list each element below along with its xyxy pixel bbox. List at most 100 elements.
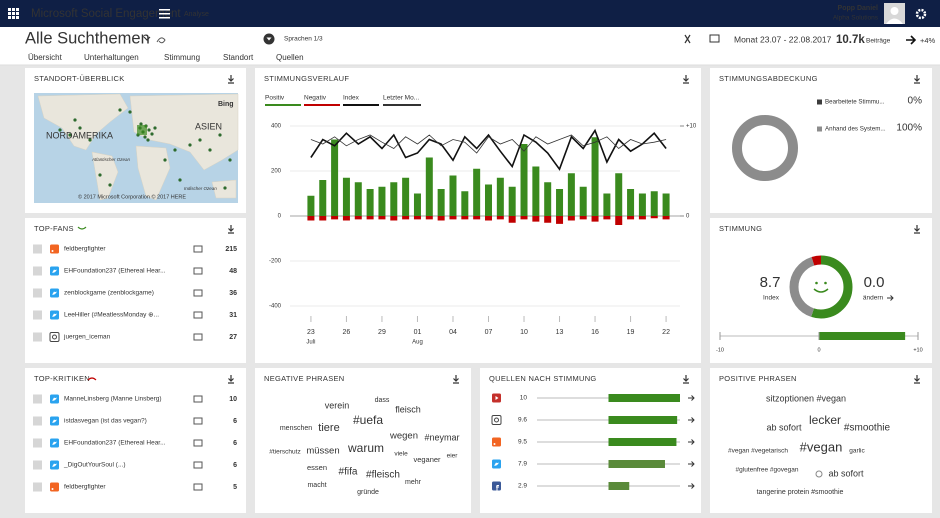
- phrase[interactable]: garlic: [849, 448, 865, 455]
- export-icon[interactable]: [709, 34, 720, 43]
- instagram-lens: [52, 334, 57, 340]
- author-post-count: 27: [229, 334, 237, 341]
- legend-label[interactable]: Index: [343, 95, 360, 102]
- period[interactable]: Monat 23.07 - 22.08.2017: [734, 34, 832, 44]
- topic-edit-icon[interactable]: [156, 37, 166, 44]
- profile-card-icon[interactable]: [193, 333, 203, 341]
- phrase[interactable]: fleisch: [395, 404, 421, 414]
- phrase[interactable]: gründe: [357, 489, 379, 496]
- author-name[interactable]: ManneLinsberg (Manne Linsberg): [64, 396, 162, 403]
- download-icon[interactable]: [914, 225, 920, 234]
- topic-chevron[interactable]: [143, 36, 151, 41]
- download-icon[interactable]: [228, 225, 234, 234]
- phrase[interactable]: macht: [307, 482, 326, 489]
- bar: [449, 216, 457, 220]
- y2-tick-label: +10: [686, 124, 697, 130]
- author-name[interactable]: istdasvegan (ist das vegan?): [64, 418, 147, 425]
- source-drill-arrow[interactable]: [688, 439, 695, 445]
- author-name[interactable]: LeeHiller (#MeatlessMonday ⊕...: [64, 312, 159, 319]
- download-icon[interactable]: [228, 75, 234, 84]
- author-name[interactable]: EHFoundation237 (Ethereal Hear...: [64, 268, 166, 275]
- phrase[interactable]: dass: [375, 397, 390, 404]
- phrase[interactable]: müssen: [306, 446, 339, 457]
- source-bar: [608, 460, 665, 468]
- phrase[interactable]: tangerine protein #smoothie: [757, 489, 844, 496]
- author-name[interactable]: juergen_iceman: [63, 334, 111, 341]
- author-name[interactable]: feldbergfighter: [64, 246, 106, 253]
- legend-label[interactable]: Negativ: [304, 95, 327, 102]
- download-icon[interactable]: [683, 375, 689, 384]
- tab[interactable]: Unterhaltungen: [84, 53, 139, 62]
- x-tick-label: 13: [556, 329, 564, 336]
- download-icon[interactable]: [453, 375, 459, 384]
- phrase[interactable]: #uefa: [353, 413, 383, 427]
- profile-card-icon[interactable]: [193, 311, 203, 319]
- settings-icon[interactable]: [915, 8, 927, 20]
- bar: [627, 189, 635, 216]
- phrase[interactable]: menschen: [280, 425, 312, 432]
- profile-card-icon[interactable]: [193, 289, 203, 297]
- app-launcher-dot: [16, 8, 19, 11]
- phrase[interactable]: ab sofort: [828, 468, 864, 478]
- phrase[interactable]: ab sofort: [766, 422, 802, 432]
- source-drill-arrow[interactable]: [688, 417, 695, 423]
- download-icon[interactable]: [914, 375, 920, 384]
- posts-label: Beiträge: [866, 38, 891, 45]
- download-icon[interactable]: [914, 75, 920, 84]
- phrase[interactable]: #neymar: [424, 432, 459, 442]
- clear-filter-glyph[interactable]: [684, 34, 691, 44]
- phrase[interactable]: tiere: [318, 422, 339, 434]
- profile-card-icon[interactable]: [193, 417, 203, 425]
- y-tick-label: 400: [271, 124, 282, 130]
- panel-title: POSITIVE PHRASEN: [719, 374, 797, 383]
- profile-card-icon[interactable]: [193, 395, 203, 403]
- profile-card-icon[interactable]: [193, 439, 203, 447]
- tab[interactable]: Übersicht: [28, 53, 63, 62]
- legend-label[interactable]: Letzter Mo...: [383, 95, 419, 102]
- map-land: [91, 151, 119, 201]
- phrase[interactable]: mehr: [405, 479, 422, 486]
- phrase[interactable]: warum: [347, 441, 384, 455]
- author-name[interactable]: feldbergfighter: [64, 484, 106, 491]
- map-location-dot: [208, 148, 212, 152]
- twitter-bird: [52, 441, 57, 445]
- phrase[interactable]: #vegan: [800, 439, 843, 454]
- languages-filter[interactable]: Sprachen 1/3: [284, 36, 323, 43]
- youtube-play: [495, 396, 499, 400]
- author-name[interactable]: EHFoundation237 (Ethereal Hear...: [64, 440, 166, 447]
- profile-card-icon[interactable]: [193, 267, 203, 275]
- phrase[interactable]: #tierschutz: [269, 449, 300, 456]
- source-drill-arrow[interactable]: [688, 395, 695, 401]
- author-name[interactable]: _DigOutYourSoul (...): [63, 462, 126, 469]
- posts-count: 10.7k: [836, 34, 865, 46]
- sentiment-change: 0.0: [864, 274, 885, 291]
- phrase[interactable]: #vegan #vegetarisch: [728, 448, 788, 455]
- phrase[interactable]: verein: [325, 400, 350, 410]
- phrase[interactable]: #fleisch: [366, 470, 400, 481]
- profile-card-icon[interactable]: [193, 483, 203, 491]
- phrase[interactable]: sitzoptionen #vegan: [766, 393, 846, 403]
- download-icon[interactable]: [228, 375, 234, 384]
- phrase[interactable]: #smoothie: [844, 423, 891, 434]
- phrase[interactable]: #fifa: [339, 467, 358, 478]
- source-drill-arrow[interactable]: [688, 483, 695, 489]
- phrase[interactable]: veganer: [413, 455, 441, 464]
- legend-label[interactable]: Positiv: [265, 95, 285, 102]
- profile-card-icon[interactable]: [193, 461, 203, 469]
- phrase[interactable]: essen: [307, 463, 327, 472]
- bar: [331, 216, 339, 220]
- phrase[interactable]: eier: [447, 453, 459, 460]
- tab[interactable]: Standort: [223, 53, 254, 62]
- author-name[interactable]: zenblockgame (zenblockgame): [64, 290, 154, 297]
- phrase[interactable]: wegen: [389, 431, 418, 442]
- tab[interactable]: Quellen: [276, 53, 304, 62]
- tab[interactable]: Stimmung: [164, 53, 200, 62]
- download-icon[interactable]: [683, 75, 689, 84]
- source-drill-arrow[interactable]: [688, 461, 695, 467]
- bar: [402, 177, 410, 216]
- profile-card-icon[interactable]: [193, 245, 203, 253]
- phrase[interactable]: #glutenfree #govegan: [736, 467, 799, 474]
- phrase[interactable]: lecker: [809, 413, 841, 427]
- bar: [615, 216, 623, 225]
- phrase[interactable]: viele: [394, 451, 408, 458]
